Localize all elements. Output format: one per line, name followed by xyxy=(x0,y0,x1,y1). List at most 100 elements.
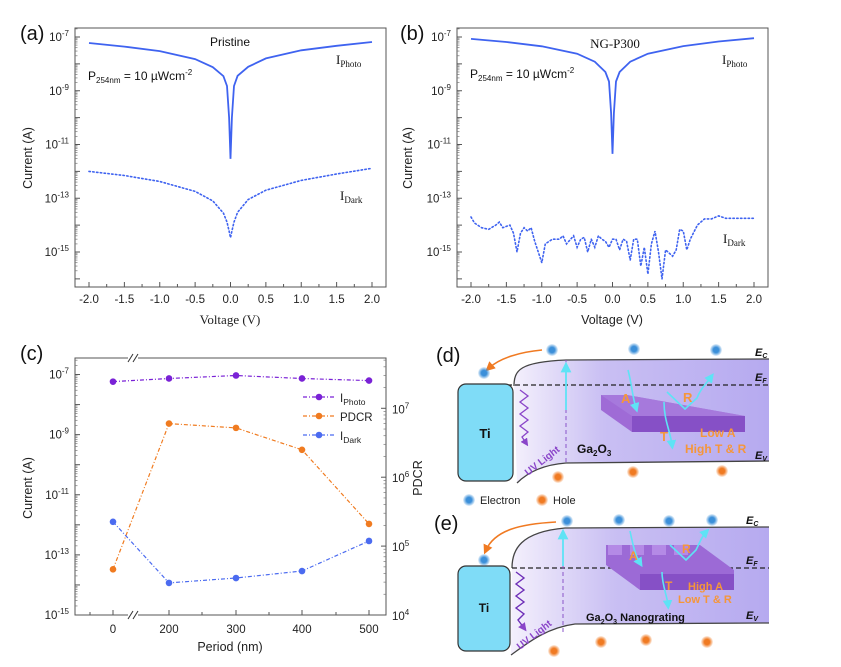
y2-tick-label: 104 xyxy=(392,608,410,623)
hole-icon xyxy=(627,466,639,478)
x-tick-label: 1.0 xyxy=(293,294,309,306)
y-tick-label: 10-9 xyxy=(49,427,69,442)
series-idark-point xyxy=(365,537,373,545)
ti-label: Ti xyxy=(479,426,490,441)
panel-a-label: (a) xyxy=(20,23,44,45)
absorption-arrow xyxy=(629,530,643,568)
y-tick-label: 10-7 xyxy=(431,29,451,44)
transmission-label: T xyxy=(660,429,668,444)
transmission-arrow xyxy=(663,401,677,450)
semiconductor-label: Ga2O3 Nanograting xyxy=(586,612,685,626)
legend-swatch-marker xyxy=(315,412,323,420)
x-tick-label: 0.0 xyxy=(223,294,239,306)
series-idark-point xyxy=(165,579,173,587)
electron-transfer-arrow xyxy=(483,521,557,555)
hole-icon xyxy=(552,471,564,483)
hole-icon xyxy=(716,465,728,477)
y2-tick-label: 106 xyxy=(392,470,410,485)
x-tick-label: 2.0 xyxy=(364,294,380,306)
y-tick-label: 10-7 xyxy=(49,29,69,44)
x-tick-label: 2.0 xyxy=(746,294,762,306)
x-tick-label: 1.5 xyxy=(711,294,727,306)
electrons xyxy=(478,514,718,566)
series-label-iphoto: IPhoto xyxy=(336,52,362,69)
panel-d-label: (d) xyxy=(436,345,460,367)
series-iphoto-point xyxy=(365,377,373,384)
x-tick-label: 0 xyxy=(110,624,116,636)
absorption-label: A xyxy=(621,391,631,406)
y-tick-label: 10-13 xyxy=(427,190,452,205)
panel-a-chart: (a) -2.0 -1.5 -1.0 -0.5 0.0 0.5 1.0 1.5 2.0 10-7 1… xyxy=(20,23,387,327)
hole-icon xyxy=(595,636,607,648)
x-tick-label: -2.0 xyxy=(79,294,99,306)
x-tick-label: -0.5 xyxy=(185,294,205,306)
electron-transfer-arrow xyxy=(485,349,543,372)
y-tick-label: 10-13 xyxy=(45,190,70,205)
x-tick-label: 300 xyxy=(226,624,245,636)
uv-light-wave-icon xyxy=(514,571,527,632)
x-tick-label: -2.0 xyxy=(461,294,481,306)
electrons xyxy=(478,343,722,379)
conduction-band-edge xyxy=(511,526,770,569)
ef-label: EF xyxy=(746,555,758,568)
legend-label: IPhoto xyxy=(340,393,366,407)
x-tick-label: 200 xyxy=(159,624,178,636)
electron-icon xyxy=(478,554,490,566)
x-tick-label: -1.5 xyxy=(496,294,516,306)
absorption-label: A xyxy=(629,549,638,563)
electron-icon xyxy=(478,367,490,379)
hole-icon xyxy=(536,494,548,506)
electron-icon xyxy=(546,344,558,356)
series-idark-point xyxy=(109,518,117,526)
y-tick-label: 10-7 xyxy=(49,367,69,382)
y2-tick-label: 107 xyxy=(392,401,410,416)
y-tick-label: 10-15 xyxy=(45,244,70,259)
hole-icon xyxy=(640,634,652,646)
y2-tick-label: 105 xyxy=(392,539,410,554)
x-axis-label: Period (nm) xyxy=(197,640,262,654)
y-tick-label: 10-11 xyxy=(45,137,69,152)
series-pdcr-point xyxy=(365,520,373,528)
series-iphoto-line xyxy=(88,41,373,159)
x-tick-label: -1.0 xyxy=(532,294,552,306)
legend-label: PDCR xyxy=(340,412,373,424)
x-tick-label: 1.0 xyxy=(675,294,691,306)
x-axis-label: Voltage (V) xyxy=(581,313,643,327)
effect-line-2: Low T & R xyxy=(678,594,732,606)
hole-legend-label: Hole xyxy=(553,495,576,507)
series-idark-line xyxy=(470,215,755,280)
x-tick-label: 1.5 xyxy=(329,294,345,306)
electron-icon xyxy=(628,343,640,355)
power-annotation: P254nm = 10 µWcm-2 xyxy=(470,66,575,83)
panel-e-label: (e) xyxy=(434,513,458,535)
axis-break-bottom xyxy=(127,610,139,620)
series-iphoto-point xyxy=(298,375,306,382)
axis-break-top xyxy=(127,353,139,363)
chart-title: Pristine xyxy=(210,35,250,49)
electron-icon xyxy=(663,515,675,527)
effect-line-2: High T & R xyxy=(685,442,747,456)
panel-b-label: (b) xyxy=(400,23,424,45)
holes xyxy=(548,634,713,657)
ec-label: EC xyxy=(755,347,768,360)
y-tick-label: 10-11 xyxy=(427,137,451,152)
electron-icon xyxy=(706,514,718,526)
y-axis-label: Current (A) xyxy=(401,127,415,189)
series-pdcr-point xyxy=(232,424,240,432)
y2-axis-label: PDCR xyxy=(411,460,425,495)
series-label-idark: IDark xyxy=(723,231,746,248)
legend: IPhoto PDCR IDark xyxy=(303,393,373,445)
series-iphoto-point xyxy=(165,375,173,382)
y-tick-label: 10-11 xyxy=(45,487,69,502)
electron-icon xyxy=(561,515,573,527)
transmission-label: T xyxy=(665,579,673,593)
valence-band-edge xyxy=(510,622,770,656)
hole-icon xyxy=(701,636,713,648)
y-tick-label: 10-13 xyxy=(45,547,70,562)
particle-legend: Electron Hole xyxy=(463,494,576,507)
holes xyxy=(552,465,728,483)
series-pdcr-point xyxy=(165,420,173,427)
x-tick-label: 0.5 xyxy=(640,294,656,306)
legend-swatch-marker xyxy=(315,393,323,401)
ev-label: EV xyxy=(755,450,768,463)
